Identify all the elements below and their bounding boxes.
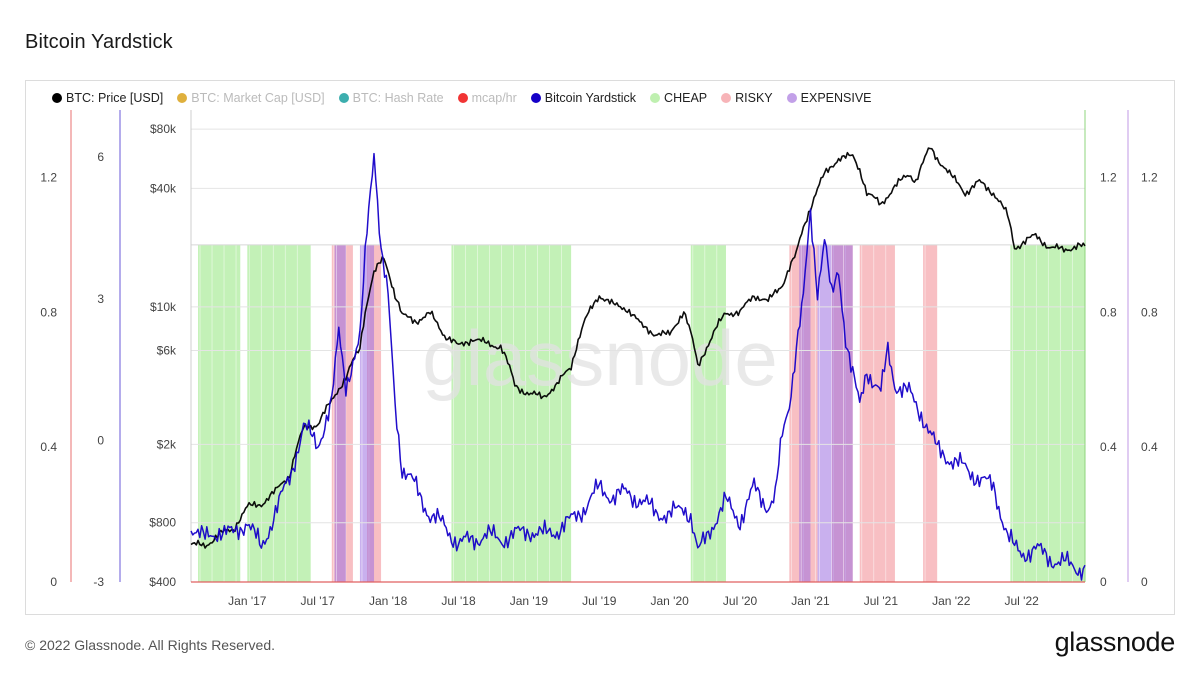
legend-dot-icon xyxy=(530,93,541,103)
legend-dot-icon xyxy=(721,93,732,103)
page-title: Bitcoin Yardstick xyxy=(25,31,173,53)
legend-label: BTC: Hash Rate xyxy=(352,91,444,105)
zone-risky-band xyxy=(923,244,938,582)
legend-item-4[interactable]: Bitcoin Yardstick xyxy=(530,91,637,105)
legend-label: BTC: Price [USD] xyxy=(66,91,164,105)
chart-legend: BTC: Price [USD] BTC: Market Cap [USD] BTC… xyxy=(52,91,872,105)
legend-label: mcap/hr xyxy=(471,91,517,105)
right-inner-axis-tick-label: 1.2 xyxy=(1100,170,1117,184)
right-inner-axis-tick-label: 0.4 xyxy=(1100,440,1117,454)
legend-label: BTC: Market Cap [USD] xyxy=(191,91,325,105)
axes-layer: 0 0.4 0.8 1.2 -3 0 3 6 $400 $800 $2k $6k $10k $40k $80… xyxy=(40,110,1158,608)
legend-label: Bitcoin Yardstick xyxy=(544,91,637,105)
yardstick-axis-tick-label: 0 xyxy=(97,433,104,447)
legend-item-5[interactable]: CHEAP xyxy=(650,91,707,105)
x-axis-tick-label: Jul '20 xyxy=(723,594,758,608)
btc-price-line xyxy=(190,147,1086,549)
x-axis-tick-label: Jan '17 xyxy=(228,594,267,608)
red-axis-tick-label: 0 xyxy=(50,575,57,589)
price-axis-tick-label: $10k xyxy=(150,300,177,314)
x-axis-tick-label: Jul '21 xyxy=(864,594,899,608)
x-axis-tick-label: Jan '21 xyxy=(791,594,830,608)
zone-cheap-band xyxy=(1010,244,1085,582)
legend-item-6[interactable]: RISKY xyxy=(721,91,773,105)
legend-dot-icon xyxy=(650,93,661,103)
price-axis-tick-label: $40k xyxy=(150,181,177,195)
legend-dot-icon xyxy=(338,93,349,103)
x-axis-tick-label: Jan '19 xyxy=(510,594,549,608)
legend-item-7[interactable]: EXPENSIVE xyxy=(786,91,872,105)
right-outer-axis-tick-label: 0.8 xyxy=(1141,305,1158,319)
zone-cheap-band xyxy=(247,244,311,582)
red-axis-tick-label: 1.2 xyxy=(40,170,57,184)
zone-expensive-band xyxy=(334,244,346,582)
x-axis-tick-label: Jan '22 xyxy=(932,594,971,608)
bitcoin-yardstick-line xyxy=(190,152,1086,581)
right-outer-axis-tick-label: 0 xyxy=(1141,575,1148,589)
legend-dot-icon xyxy=(457,93,468,103)
legend-dot-icon xyxy=(52,93,62,103)
price-axis-tick-label: $400 xyxy=(149,575,176,589)
x-axis-tick-label: Jul '19 xyxy=(582,594,617,608)
legend-label: RISKY xyxy=(735,91,773,105)
footer-copyright: © 2022 Glassnode. All Rights Reserved. xyxy=(25,637,276,653)
x-axis-tick-label: Jul '17 xyxy=(301,594,336,608)
legend-item-2[interactable]: BTC: Hash Rate xyxy=(338,91,444,105)
legend-label: CHEAP xyxy=(664,91,708,105)
right-inner-axis-tick-label: 0.8 xyxy=(1100,305,1117,319)
x-axis-tick-label: Jan '18 xyxy=(369,594,408,608)
watermark-text: glassnode xyxy=(422,314,778,402)
zone-risky-band xyxy=(859,244,895,582)
chart-frame xyxy=(25,80,1175,615)
legend-item-1[interactable]: BTC: Market Cap [USD] xyxy=(177,91,325,105)
glassnode-logo[interactable]: glassnode xyxy=(1054,627,1176,657)
series-layer xyxy=(190,147,1086,581)
yardstick-axis-tick-label: 3 xyxy=(97,292,104,306)
zone-expensive-band xyxy=(817,244,853,582)
right-outer-axis-tick-label: 0.4 xyxy=(1141,440,1158,454)
price-axis-tick-label: $6k xyxy=(157,344,177,358)
red-axis-tick-label: 0.8 xyxy=(40,305,57,319)
zone-layer xyxy=(198,244,1085,582)
price-axis-tick-label: $2k xyxy=(157,437,177,451)
legend-dot-icon xyxy=(177,93,188,103)
right-outer-axis-tick-label: 1.2 xyxy=(1141,170,1158,184)
yardstick-axis-tick-label: 6 xyxy=(97,150,104,164)
zone-cheap-band xyxy=(451,244,572,582)
yardstick-axis-tick-label: -3 xyxy=(93,575,104,589)
right-inner-axis-tick-label: 0 xyxy=(1100,575,1107,589)
zone-expensive-band xyxy=(799,244,811,582)
zone-cheap-band xyxy=(198,244,241,582)
price-axis-tick-label: $800 xyxy=(149,516,176,530)
x-axis-tick-label: Jul '22 xyxy=(1004,594,1039,608)
legend-label: EXPENSIVE xyxy=(800,91,872,105)
red-axis-tick-label: 0.4 xyxy=(40,440,57,454)
legend-item-0[interactable]: BTC: Price [USD] xyxy=(52,91,163,105)
legend-dot-icon xyxy=(786,93,797,103)
x-axis-tick-label: Jul '18 xyxy=(441,594,476,608)
zone-cheap-band xyxy=(690,244,726,582)
price-axis-tick-label: $80k xyxy=(150,122,177,136)
legend-item-3[interactable]: mcap/hr xyxy=(457,91,517,105)
x-axis-tick-label: Jan '20 xyxy=(651,594,690,608)
